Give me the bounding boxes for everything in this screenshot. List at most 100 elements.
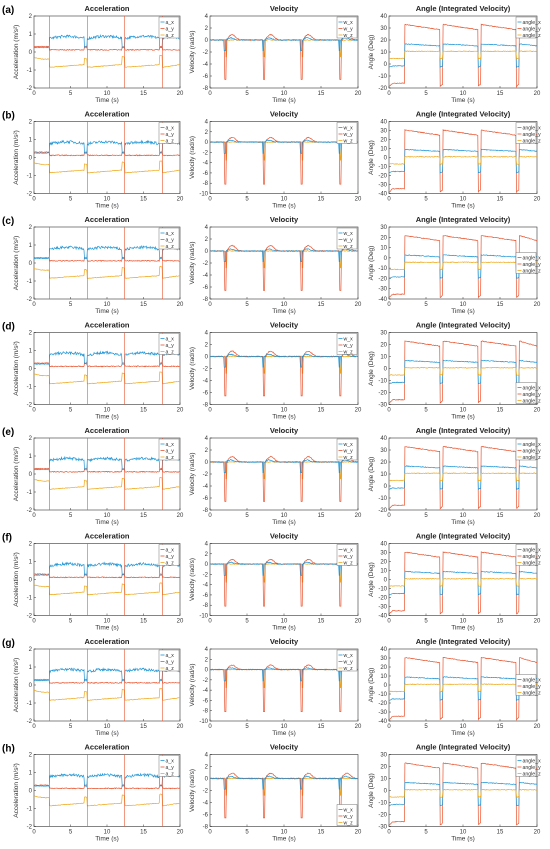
y-tick-label: 2: [29, 436, 33, 442]
chart-title: Angle (Integrated Velocity): [416, 110, 511, 119]
x-axis-label: Time (s): [451, 625, 475, 632]
x-tick-label: 5: [424, 91, 428, 97]
y-tick-label: -20: [378, 508, 387, 514]
legend-entry: a_y: [166, 26, 175, 32]
y-tick-label: -2: [27, 508, 33, 514]
legend: w_xw_yw_z: [336, 438, 358, 461]
x-tick-label: 20: [534, 302, 541, 308]
y-tick-label: 4: [205, 225, 209, 231]
y-tick-label: 2: [205, 237, 209, 243]
series-line-x: [389, 465, 537, 491]
x-tick-label: 5: [245, 408, 249, 414]
y-tick-label: 4: [205, 542, 209, 548]
chart-7: (c) Acceleration 0 5 10 15 20 -2 -1 0 1 2 Time (s) Ac…: [2, 215, 184, 315]
panel-label: (f): [2, 533, 12, 544]
x-tick-label: 10: [281, 619, 288, 625]
chart-21: Angle (Integrated Velocity) 0 5 10 15 20 -40 -3…: [368, 637, 541, 737]
y-tick-label: 2: [205, 26, 209, 32]
y-axis-label: Velocity (rad/s): [189, 347, 196, 390]
legend-entry: w_x: [344, 442, 354, 448]
y-tick-label: 20: [380, 665, 387, 671]
legend-entry: angle_y: [523, 684, 542, 690]
y-tick-label: 10: [380, 147, 387, 153]
x-axis-label: Time (s): [451, 836, 475, 843]
legend-entry: angle_z: [523, 771, 542, 777]
x-tick-label: 20: [534, 91, 541, 97]
series-line-x: [389, 570, 537, 596]
series-line-z: [34, 160, 180, 174]
y-tick-label: 10: [380, 472, 387, 478]
x-tick-label: 5: [69, 830, 73, 836]
series-line-z: [389, 366, 537, 376]
plot-frame: [388, 15, 538, 89]
plot-frame: [388, 437, 538, 511]
legend-entry: angle_z: [523, 560, 542, 566]
series-line-z: [389, 155, 537, 165]
x-tick-label: 0: [387, 408, 391, 414]
y-tick-label: -2: [203, 472, 209, 478]
plot-frame: [209, 15, 359, 89]
series-line-y: [34, 362, 180, 368]
y-tick-label: 0: [205, 355, 209, 361]
y-tick-label: 0: [205, 249, 209, 255]
x-tick-label: 10: [281, 408, 288, 414]
legend-entry: angle_y: [523, 448, 542, 454]
x-tick-label: 5: [69, 302, 73, 308]
series-line-x: [210, 139, 358, 154]
x-tick-label: 10: [104, 830, 111, 836]
y-tick-label: 4: [205, 14, 209, 20]
y-tick-label: -30: [378, 605, 387, 611]
y-tick-label: 1: [29, 454, 33, 460]
x-tick-label: 10: [281, 830, 288, 836]
plot-frame: [33, 15, 181, 89]
series-line-x: [389, 43, 537, 69]
x-tick-label: 15: [497, 830, 504, 836]
x-tick-label: 15: [497, 302, 504, 308]
y-tick-label: -4: [203, 62, 209, 68]
y-tick-label: 40: [380, 647, 387, 653]
x-tick-label: 0: [208, 408, 212, 414]
series-line-y: [34, 45, 180, 51]
y-tick-label: 0: [29, 261, 33, 267]
x-tick-label: 0: [387, 91, 391, 97]
series-line-z: [34, 477, 180, 490]
y-tick-label: 30: [380, 551, 387, 557]
legend-entry: a_z: [166, 666, 175, 672]
plot-frame: [388, 754, 538, 827]
chart-23: Velocity 0 5 10 15 20 -8 -6 -4 -2 0 2 4 Time (s) Veloc…: [189, 743, 362, 843]
y-tick-label: 30: [380, 129, 387, 135]
x-tick-label: 15: [140, 619, 147, 625]
x-tick-label: 0: [208, 302, 212, 308]
y-tick-label: 0: [384, 62, 388, 68]
series-line-y: [389, 128, 537, 194]
chart-5: Velocity 0 5 10 15 20 -10 -8 -6 -4 -2 0 2 4 Time (s) Ve…: [189, 110, 362, 210]
x-axis-label: Time (s): [451, 97, 475, 104]
y-tick-label: -4: [203, 688, 209, 694]
x-tick-label: 5: [424, 408, 428, 414]
x-axis-label: Time (s): [95, 519, 119, 526]
legend: w_xw_yw_z: [336, 544, 358, 566]
legend-entry: a_y: [166, 659, 175, 665]
chart-20: Velocity 0 5 10 15 20 -10 -8 -6 -4 -2 0 2 4 Time (s) Ve…: [189, 637, 362, 737]
plot-frame: [33, 754, 181, 827]
x-tick-label: 0: [32, 197, 36, 203]
legend-entry: a_z: [166, 349, 175, 355]
y-tick-label: 2: [29, 542, 33, 548]
series-line-x: [210, 561, 358, 576]
x-tick-label: 0: [208, 513, 212, 519]
x-tick-label: 15: [318, 619, 325, 625]
y-tick-label: 0: [384, 789, 388, 795]
x-tick-label: 20: [355, 197, 362, 203]
legend-entry: angle_z: [523, 138, 542, 144]
x-axis-label: Time (s): [95, 730, 119, 737]
legend: a_xa_ya_z: [158, 16, 180, 39]
y-tick-label: 0: [29, 683, 33, 689]
y-axis-label: Velocity (rad/s): [189, 664, 196, 707]
panel-label: (g): [2, 638, 15, 649]
y-tick-label: 2: [205, 130, 209, 136]
legend-entry: w_y: [344, 659, 354, 665]
y-axis-label: Velocity (rad/s): [189, 136, 196, 179]
series-line-x: [34, 245, 180, 260]
series-line-x: [34, 772, 180, 787]
